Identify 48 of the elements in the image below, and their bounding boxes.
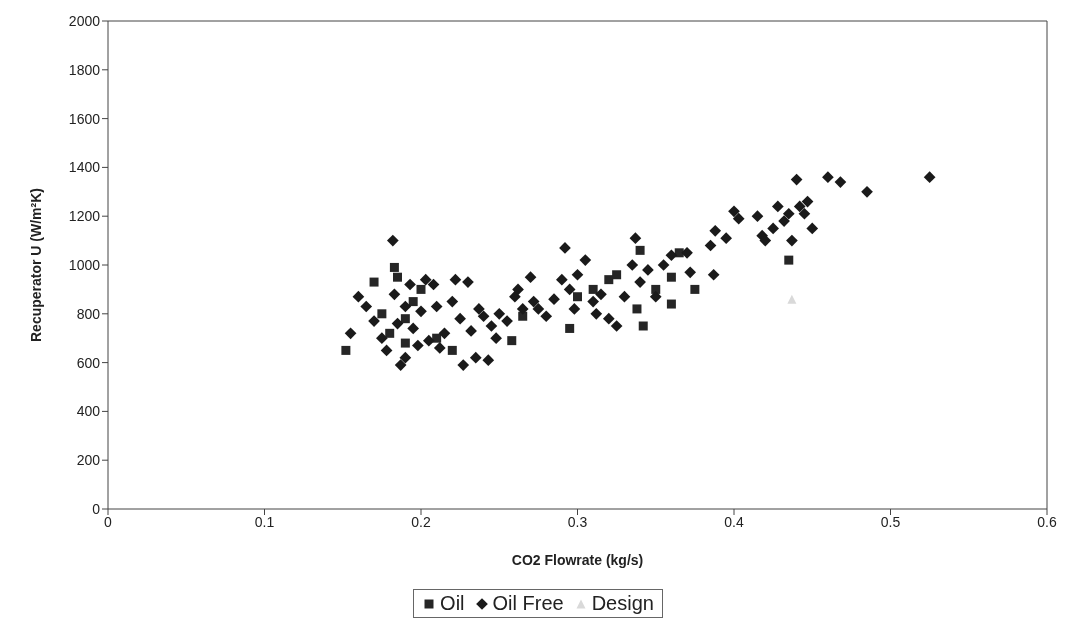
x-tick-label: 0.5: [880, 513, 901, 530]
y-tick-label: 400: [76, 403, 101, 420]
x-tick-label: 0: [104, 513, 113, 530]
point: [377, 309, 387, 319]
point: [385, 328, 395, 338]
x-tick-label: 0.6: [1037, 513, 1057, 530]
legend-label: Oil: [439, 592, 465, 615]
x-tick-label: 0.1: [254, 513, 275, 530]
point: [393, 272, 403, 282]
point: [666, 272, 676, 282]
y-tick-label: 1400: [68, 159, 101, 176]
y-tick-label: 800: [76, 305, 101, 322]
point: [784, 255, 794, 265]
point: [369, 277, 379, 287]
point: [341, 345, 351, 355]
x-axis-title: CO2 Flowrate (kg/s): [511, 552, 644, 568]
y-tick-label: 1600: [68, 110, 101, 127]
y-tick-label: 200: [76, 452, 101, 469]
point: [400, 314, 410, 324]
point: [588, 284, 598, 294]
point: [416, 284, 426, 294]
point: [507, 336, 517, 346]
x-tick-label: 0.3: [567, 513, 588, 530]
y-tick-label: 1000: [68, 256, 101, 273]
y-axis-title: Recuperator U (W/m²K): [27, 187, 44, 343]
point: [389, 262, 399, 272]
point: [604, 275, 614, 285]
x-tick-label: 0.2: [411, 513, 431, 530]
point: [635, 245, 645, 255]
point: [612, 270, 622, 280]
legend-label: Oil Free: [491, 592, 564, 615]
point: [408, 297, 418, 307]
point: [573, 292, 582, 302]
point: [666, 299, 676, 309]
point: [400, 338, 410, 348]
x-tick-label: 0.4: [724, 513, 744, 530]
legend-label: Design: [590, 592, 654, 615]
point: [690, 284, 700, 294]
point: [565, 323, 575, 333]
y-tick-label: 0: [92, 500, 101, 517]
point: [787, 294, 797, 304]
point: [638, 321, 648, 331]
point: [447, 345, 457, 355]
y-tick-label: 1200: [68, 208, 101, 225]
y-tick-label: 1800: [68, 61, 101, 78]
point: [632, 304, 642, 314]
y-tick-label: 600: [76, 354, 101, 371]
y-tick-label: 2000: [68, 12, 101, 29]
